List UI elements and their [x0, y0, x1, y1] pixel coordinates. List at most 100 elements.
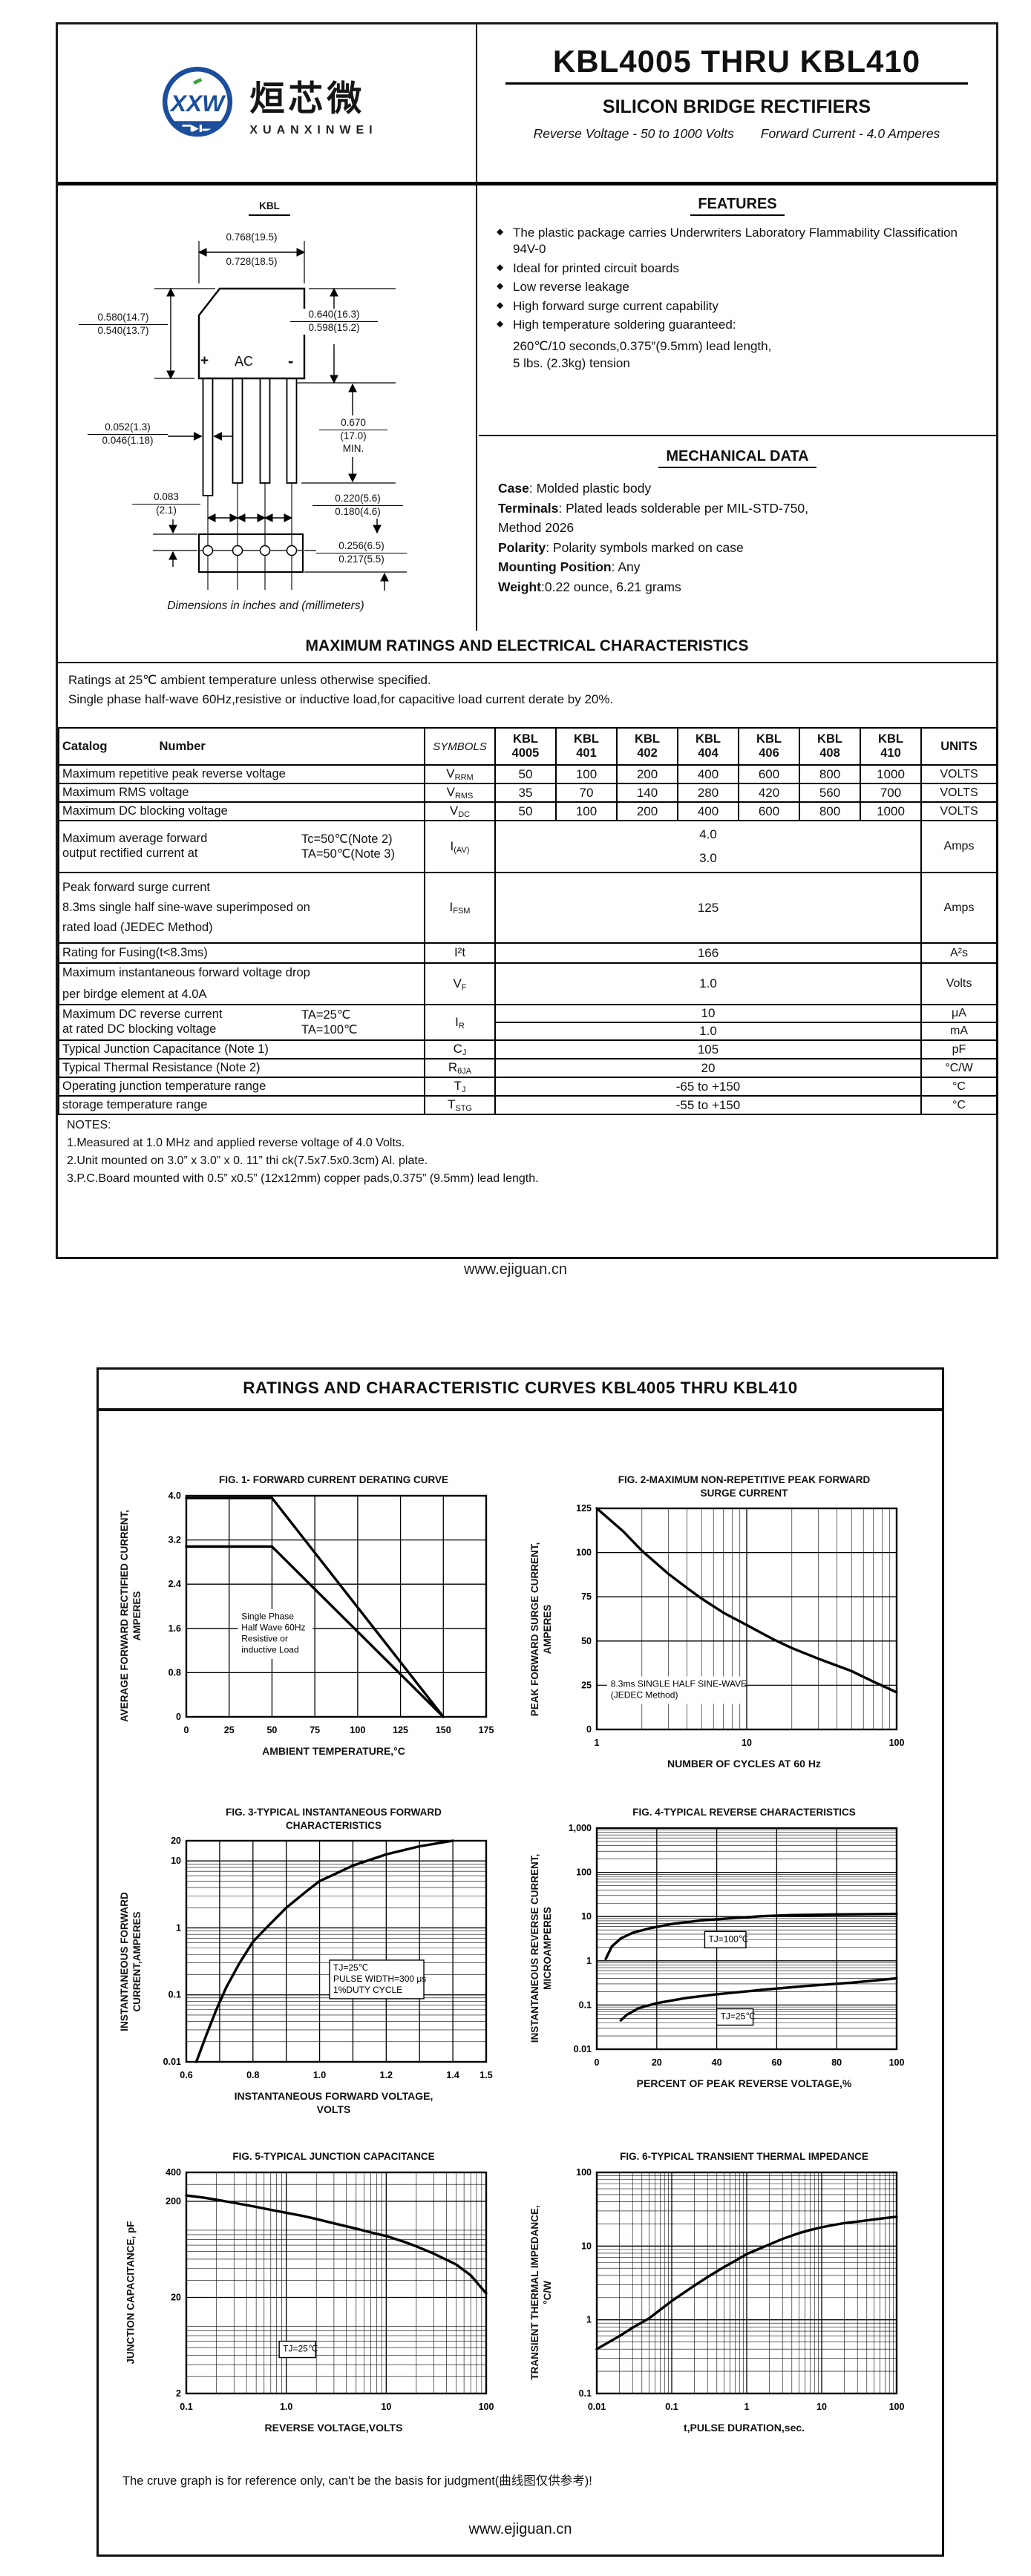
table-row-cj: Typical Junction Capacitance (Note 1) CJ… [58, 1039, 998, 1059]
diamond-bullet-icon: ◆ [497, 318, 504, 329]
feature-item: ◆ High temperature soldering guaranteed: [497, 318, 736, 332]
svg-text:1.0: 1.0 [280, 2402, 292, 2412]
svg-text:150: 150 [436, 1725, 451, 1735]
mechanical-data-section: MECHANICAL DATA Case: Molded plastic bod… [479, 438, 996, 631]
curves-title: RATINGS AND CHARACTERISTIC CURVES KBL400… [99, 1370, 942, 1411]
polarity-ac: AC [235, 354, 254, 369]
chart-plot: TJ=100℃ TJ=25℃ 0 20 40 60 80 100 0.01 0.1 1 10 100 1,… [569, 1823, 905, 2068]
svg-text:100: 100 [889, 2402, 905, 2412]
mid-section: KBL [58, 185, 996, 631]
table-row-ir-25: Maximum DC reverse current TA=25℃ at rate… [58, 1004, 998, 1041]
svg-text:2.4: 2.4 [168, 1579, 181, 1589]
package-outline-drawing [153, 241, 407, 591]
svg-text:75: 75 [310, 1725, 320, 1735]
fig-ylab: TRANSIENT THERMAL IMPEDANCE, °C/W [529, 2205, 553, 2380]
package-name: KBL [229, 200, 310, 216]
ratings-title: MAXIMUM RATINGS AND ELECTRICAL CHARACTER… [58, 631, 996, 663]
svg-text:1: 1 [586, 2314, 592, 2324]
feature-detail: 260℃/10 seconds,0.375″(9.5mm) lead lengt… [513, 338, 772, 370]
fig-body: INSTANTANEOUS FORWARD CURRENT,AMPERES TJ=2… [115, 1835, 520, 2088]
svg-text:10: 10 [581, 1911, 592, 1922]
svg-text:100: 100 [576, 1548, 592, 1558]
figure-6-transient-thermal-impedance: FIG. 6-TYPICAL TRANSIENT THERMAL IMPEDAN… [526, 2150, 930, 2434]
ratings-conditions: Ratings at 25℃ ambient temperature unles… [68, 673, 614, 707]
diamond-bullet-icon: ◆ [497, 280, 504, 292]
dim-hole-row: 0.256(6.5) 0.217(5.5) [316, 540, 407, 566]
svg-text:20: 20 [652, 2057, 662, 2068]
website-link[interactable]: www.ejiguan.cn [464, 1261, 567, 1278]
fig-ylab: INSTANTANEOUS FORWARD CURRENT,AMPERES [119, 1891, 143, 2031]
mechanical-data-list: Case: Molded plastic body Terminals: Pla… [498, 479, 983, 597]
feature-item: ◆ Ideal for printed circuit boards [497, 260, 679, 275]
fig-ylab: PEAK FORWARD SURGE CURRENT, AMPERES [529, 1542, 553, 1716]
svg-text:400: 400 [166, 2167, 181, 2178]
svg-text:TJ=25℃: TJ=25℃ [283, 2343, 318, 2353]
note-item: 3.P.C.Board mounted with 0.5” x0.5” (12x… [67, 1172, 539, 1185]
svg-text:125: 125 [576, 1503, 592, 1514]
fig-ylab: JUNCTION CAPACITANCE, pF [125, 2221, 137, 2365]
page-title: KBL4005 THRU KBL410 [552, 44, 921, 79]
table-row-ifsm: Peak forward surge current 8.3ms single … [58, 872, 998, 944]
feature-item: ◆ The plastic package carries Underwriter… [497, 226, 958, 257]
svg-text:0: 0 [184, 1725, 189, 1735]
header-device: KBL 402 [616, 727, 678, 766]
fig-xlab: INSTANTANEOUS FORWARD VOLTAGE, VOLTS [234, 2090, 433, 2116]
figure-3-forward-characteristics: FIG. 3-TYPICAL INSTANTANEOUS FORWARD CHAR… [115, 1806, 520, 2116]
header-device: KBL 401 [555, 727, 618, 766]
feature-item: ◆ Low reverse leakage [497, 280, 629, 295]
svg-text:3.2: 3.2 [168, 1534, 181, 1545]
figure-1-forward-current-derating: FIG. 1- FORWARD CURRENT DERATING CURVE AV… [115, 1473, 520, 1758]
tagline-reverse-voltage: Reverse Voltage - 50 to 1000 Volts [533, 126, 734, 141]
doc-subtitle: SILICON BRIDGE RECTIFIERS [602, 96, 871, 117]
svg-text:20: 20 [171, 1836, 181, 1846]
chart-plot: TJ=25℃ 0.1 1.0 10 100 2 20 200 400 [166, 2167, 494, 2412]
header-device: KBL 406 [738, 727, 800, 766]
table-row-tstg: storage temperature range TSTG -55 to +1… [58, 1095, 998, 1115]
fig-title: FIG. 2-MAXIMUM NON-REPETITIVE PEAK FORWA… [618, 1474, 871, 1499]
mech-row: Terminals: Plated leads solderable per M… [498, 500, 808, 516]
svg-text:100: 100 [576, 2167, 592, 2178]
svg-text:0.1: 0.1 [579, 2388, 592, 2399]
features-list: ◆ The plastic package carries Underwriter… [497, 225, 983, 372]
svg-text:TJ=25℃: TJ=25℃ [333, 1962, 368, 1973]
data-curve-TC=50C rating [185, 1496, 445, 1718]
features-section: FEATURES ◆ The plastic package carries Un… [479, 185, 996, 436]
header: XXW 烜芯微 XUANXINWEI KBL4005 THRU KBL410 S… [58, 24, 996, 185]
svg-text:0.1: 0.1 [168, 1990, 181, 2000]
figure-4-reverse-characteristics: FIG. 4-TYPICAL REVERSE CHARACTERISTICS IN… [526, 1806, 930, 2090]
header-symbols: SYMBOLS [424, 727, 496, 766]
fig-xlab: AMBIENT TEMPERATURE,°C [262, 1744, 405, 1757]
svg-text:25: 25 [224, 1725, 235, 1735]
header-device: KBL 410 [860, 727, 922, 766]
fig-ylab: INSTANTANEOUS REVERSE CURRENT, MICROAMPER… [529, 1853, 553, 2043]
svg-text:175: 175 [479, 1725, 494, 1735]
fig-ylab: AVERAGE FORWARD RECTIFIED CURRENT, AMPERE… [119, 1510, 143, 1723]
fig-body: PEAK FORWARD SURGE CURRENT, AMPERES 8.3ms … [526, 1502, 930, 1755]
table-row-vf: Maximum instantaneous forward voltage dr… [58, 962, 998, 1005]
svg-text:40: 40 [712, 2057, 722, 2068]
svg-text:inductive Load: inductive Load [241, 1644, 298, 1655]
svg-text:Half Wave 60Hz: Half Wave 60Hz [241, 1622, 305, 1632]
header-device: KBL 4005 [494, 727, 557, 766]
chart-plot: 8.3ms SINGLE HALF SINE-WAVE(JEDEC Method… [576, 1503, 904, 1748]
mech-row: Mounting Position: Any [498, 559, 641, 575]
svg-text:80: 80 [831, 2057, 842, 2068]
note-item: 1.Measured at 1.0 MHz and applied revers… [67, 1137, 405, 1149]
svg-text:0.8: 0.8 [246, 2070, 259, 2080]
svg-text:1: 1 [744, 2402, 750, 2412]
mech-row: Case: Molded plastic body [498, 481, 652, 496]
fig-title: FIG. 5-TYPICAL JUNCTION CAPACITANCE [232, 2151, 435, 2162]
fig-body: AVERAGE FORWARD RECTIFIED CURRENT, AMPERE… [115, 1490, 520, 1743]
website-link[interactable]: www.ejiguan.cn [468, 2521, 572, 2537]
diamond-bullet-icon: ◆ [497, 226, 504, 237]
table-row-i2t: Rating for Fusing(t<8.3ms) I²t 166 A²s [58, 942, 998, 964]
table-header-row: Catalog Number SYMBOLS KBL 4005 KBL 401 KBL… [58, 727, 998, 766]
features-title: FEATURES [479, 196, 996, 216]
feature-item: ◆ High forward surge current capability [497, 298, 719, 313]
datasheet-page-1: XXW 烜芯微 XUANXINWEI KBL4005 THRU KBL410 S… [56, 22, 998, 1259]
fig-xlab: PERCENT OF PEAK REVERSE VOLTAGE,% [636, 2077, 852, 2089]
svg-text:1.6: 1.6 [168, 1623, 181, 1633]
dim-lead-pitch: 0.220(5.6) 0.180(4.6) [312, 493, 403, 519]
